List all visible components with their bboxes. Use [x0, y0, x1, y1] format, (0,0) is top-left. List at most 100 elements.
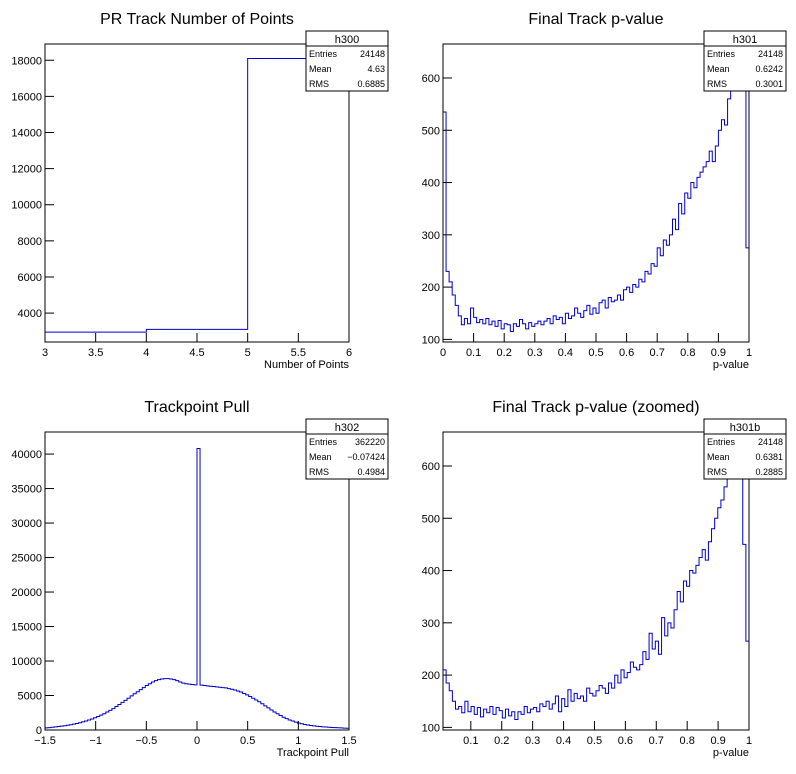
x-axis-label: p-value	[713, 747, 749, 759]
x-tick-label: 0.2	[494, 735, 509, 747]
x-tick-label: 0.4	[558, 347, 573, 359]
y-tick-label: 35000	[11, 484, 42, 496]
x-tick-label: 0.7	[650, 347, 665, 359]
x-axis-label: Trackpoint Pull	[277, 747, 349, 759]
y-tick-label: 600	[422, 73, 440, 85]
y-tick-label: 40000	[11, 449, 42, 461]
stats-box-frame	[305, 418, 389, 480]
y-tick-label: 100	[422, 334, 440, 346]
y-tick-label: 12000	[11, 164, 42, 176]
y-tick-label: 6000	[18, 272, 42, 284]
stats-entries-value: 24148	[360, 49, 385, 59]
y-tick-label: 400	[422, 566, 440, 578]
stats-rms-label: RMS	[309, 79, 329, 89]
x-tick-label: −1.5	[34, 735, 56, 747]
y-tick-label: 200	[422, 282, 440, 294]
x-tick-label: 0.3	[525, 735, 540, 747]
x-tick-label: 0.2	[497, 347, 512, 359]
stats-box: h302 Entries 362220 Mean −0.07424 RMS 0.4984	[305, 418, 389, 480]
y-tick-label: 10000	[11, 656, 42, 668]
y-tick-label: 5000	[18, 691, 42, 703]
y-tick-label: 4000	[18, 308, 42, 320]
y-tick-label: 16000	[11, 91, 42, 103]
chart-panel-h300: PR Track Number of Points 3 3.5 4 4.5 5 5.5 6 40…	[11, 11, 389, 371]
stats-entries-label: Entries	[707, 437, 736, 447]
chart-panel-h301: Final Track p-value 0 0.1 0.2 0.3 0.4 0.5 0.6 0.…	[422, 11, 787, 371]
chart-title: Final Track p-value	[528, 11, 663, 28]
x-tick-label: 5.5	[291, 347, 306, 359]
stats-mean-label: Mean	[309, 64, 332, 74]
stats-rms-value: 0.4984	[357, 467, 385, 477]
stats-hist-name: h300	[335, 34, 359, 46]
x-tick-label: 3.5	[88, 347, 103, 359]
y-tick-label: 400	[422, 178, 440, 190]
stats-mean-label: Mean	[309, 452, 332, 462]
x-tick-label: 4.5	[189, 347, 204, 359]
y-tick-label: 25000	[11, 553, 42, 565]
stats-rms-value: 0.2885	[755, 467, 783, 477]
plot-frame	[442, 431, 750, 731]
x-tick-label: 0.5	[587, 735, 602, 747]
y-tick-label: 10000	[11, 200, 42, 212]
stats-hist-name: h301	[733, 34, 757, 46]
stats-mean-value: 4.63	[367, 64, 385, 74]
x-tick-label: 0.5	[588, 347, 603, 359]
x-tick-label: 1.5	[341, 735, 356, 747]
x-tick-label: 0.9	[711, 347, 726, 359]
x-tick-label: 0	[194, 735, 200, 747]
x-tick-label: 1	[295, 735, 301, 747]
chart-title: Final Track p-value (zoomed)	[492, 399, 699, 416]
x-tick-label: 4	[143, 347, 149, 359]
stats-rms-label: RMS	[707, 467, 727, 477]
x-tick-label: 0.8	[680, 735, 695, 747]
chart-title: PR Track Number of Points	[100, 11, 294, 28]
x-tick-label: 0.5	[240, 735, 255, 747]
stats-box: h300 Entries 24148 Mean 4.63 RMS 0.6885	[305, 30, 389, 92]
y-tick-label: 15000	[11, 622, 42, 634]
stats-mean-value: 0.6381	[755, 452, 783, 462]
stats-mean-value: 0.6242	[755, 64, 783, 74]
x-tick-label: 0.3	[527, 347, 542, 359]
x-tick-label: 0.6	[618, 735, 633, 747]
y-tick-label: 600	[422, 461, 440, 473]
x-tick-label: −0.5	[135, 735, 157, 747]
x-tick-label: 6	[346, 347, 352, 359]
chart-panel-h302: Trackpoint Pull −1.5 −1 −0.5 0 0.5 1 1.5 0 5000 10…	[11, 399, 389, 759]
stats-box: h301b Entries 24148 Mean 0.6381 RMS 0.2885	[703, 418, 787, 480]
y-tick-label: 8000	[18, 236, 42, 248]
histogram-line	[442, 51, 750, 342]
stats-rms-value: 0.6885	[357, 79, 385, 89]
y-tick-label: 500	[422, 125, 440, 137]
stats-entries-label: Entries	[309, 49, 338, 59]
x-tick-label: 0.4	[556, 735, 571, 747]
x-tick-label: 3	[42, 347, 48, 359]
stats-rms-value: 0.3001	[755, 79, 783, 89]
stats-box-frame	[305, 30, 389, 92]
y-tick-label: 100	[422, 722, 440, 734]
stats-box-frame	[703, 418, 787, 480]
x-tick-label: 0.9	[710, 735, 725, 747]
plot-frame	[442, 43, 750, 343]
histogram-line	[44, 448, 350, 730]
y-tick-label: 18000	[11, 55, 42, 67]
x-tick-label: 1	[746, 347, 752, 359]
y-tick-label: 20000	[11, 587, 42, 599]
stats-mean-label: Mean	[707, 452, 730, 462]
y-tick-label: 30000	[11, 518, 42, 530]
stats-mean-value: −0.07424	[347, 452, 385, 462]
stats-box: h301 Entries 24148 Mean 0.6242 RMS 0.3001	[703, 30, 787, 92]
stats-box-frame	[703, 30, 787, 92]
x-tick-label: 0	[440, 347, 446, 359]
stats-entries-label: Entries	[309, 437, 338, 447]
y-tick-label: 200	[422, 670, 440, 682]
y-tick-label: 300	[422, 618, 440, 630]
x-tick-label: 1	[746, 735, 752, 747]
x-tick-label: 0.6	[619, 347, 634, 359]
stats-entries-value: 24148	[758, 437, 783, 447]
x-axis-label: p-value	[713, 359, 749, 371]
stats-rms-label: RMS	[707, 79, 727, 89]
stats-entries-value: 24148	[758, 49, 783, 59]
stats-hist-name: h301b	[730, 422, 761, 434]
stats-entries-label: Entries	[707, 49, 736, 59]
